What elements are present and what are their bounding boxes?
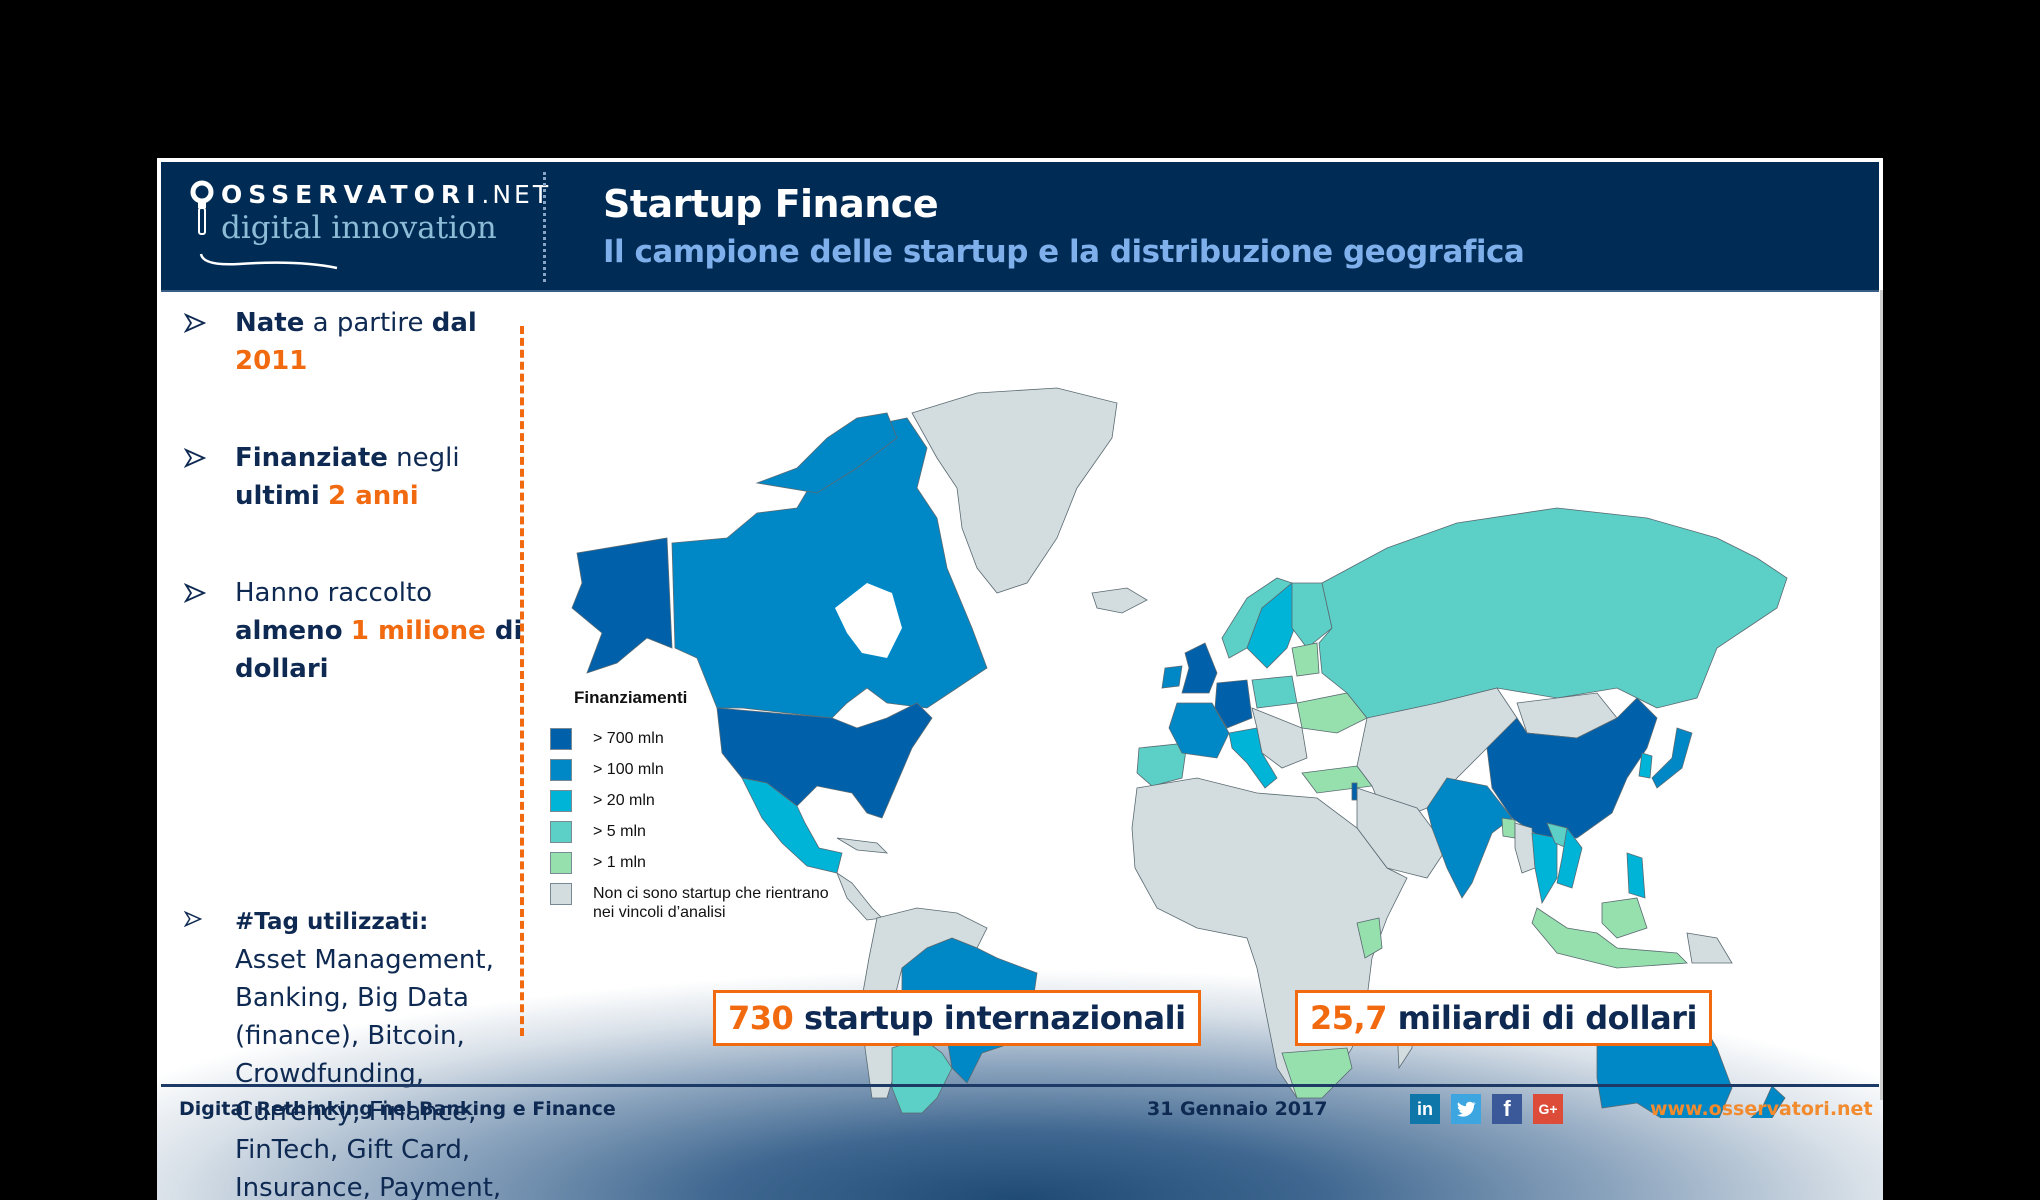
bullet-text: Nate a partire dal 2011 [235,308,477,376]
header-separator [543,172,546,282]
slide-border [1880,290,1883,1100]
legend-swatch [550,790,572,812]
country-uk [1181,642,1218,694]
country-borneo [1601,897,1648,939]
country-new-zealand [1750,1085,1786,1118]
country-france [1168,702,1230,759]
country-thailand [1531,832,1558,905]
page-subtitle: Il campione delle startup e la distribuz… [603,234,1525,270]
country-baltics [1291,642,1320,677]
bullet-text: Hanno raccolto almeno 1 milione di dolla… [235,578,523,684]
arrowhead-bullet-icon [184,910,202,928]
country-finland [1291,582,1333,649]
country-indonesia [1531,907,1688,969]
country-poland [1251,675,1298,709]
country-mexico [741,777,843,874]
tags-list: Asset Management, Banking, Big Data (fin… [235,945,502,1200]
footer-website-link[interactable]: www.osservatori.net [1650,1098,1873,1120]
country-iceland [1091,587,1148,614]
google-plus-icon[interactable]: G+ [1533,1094,1563,1124]
arrowhead-bullet-icon [184,583,206,603]
arrowhead-bullet-icon [184,313,206,333]
stat-startups: 730 startup internazionali [713,990,1201,1046]
logo-tagline: digital innovation [221,210,497,246]
legend-swatch [550,852,572,874]
country-png [1686,932,1733,964]
linkedin-icon[interactable]: in [1410,1094,1440,1124]
country-israel [1351,782,1358,801]
country-vietnam [1556,827,1583,889]
country-alaska [571,537,673,674]
divider-dashed [520,326,524,1036]
country-argentina [891,1037,953,1114]
country-ireland [1161,665,1183,689]
swoosh-icon [199,253,338,270]
logo-wordmark: OSSERVATORI.NET [221,180,552,209]
slide: OSSERVATORI.NET digital innovation Start… [157,158,1883,1200]
bullet-text: #Tag utilizzati: Asset Management, Bankin… [235,902,525,1200]
legend-swatch [550,883,572,905]
country-myanmar [1514,822,1536,874]
stat-funding: 25,7 miliardi di dollari [1295,990,1712,1046]
country-germany [1214,679,1253,729]
country-philippines [1626,852,1646,899]
header-bar: OSSERVATORI.NET digital innovation Start… [161,162,1879,292]
bullet-text: Finanziate negli ultimi 2 anni [235,443,460,511]
page-title: Startup Finance [603,182,939,226]
country-india [1426,777,1513,899]
legend-swatch [550,728,572,750]
legend-swatch [550,759,572,781]
canada-islands [755,412,898,494]
country-south-korea [1638,752,1653,779]
arrowhead-bullet-icon [184,448,206,468]
country-russia [1318,507,1788,729]
facebook-icon[interactable]: f [1492,1094,1522,1124]
footer-date: 31 Gennaio 2017 [1147,1098,1328,1120]
twitter-icon[interactable] [1451,1094,1481,1124]
osservatori-logo: OSSERVATORI.NET digital innovation [189,174,548,284]
country-japan [1651,727,1693,789]
country-cuba [836,837,889,854]
country-kenya [1356,917,1383,959]
country-greenland [911,387,1118,594]
legend-swatch [550,821,572,843]
magnifier-pin-icon [190,180,214,235]
legend-title: Finanziamenti [574,688,688,707]
country-spain [1136,742,1188,787]
country-bangladesh [1501,817,1516,839]
footer-divider [161,1084,1879,1087]
world-map [571,387,1788,1118]
hudson-bay [835,583,902,658]
country-ukraine [1296,692,1368,734]
footer-event-name: Digital Rethinking nel Banking e Finance [179,1098,616,1120]
eastern-europe [1251,707,1308,769]
country-usa [716,702,933,819]
